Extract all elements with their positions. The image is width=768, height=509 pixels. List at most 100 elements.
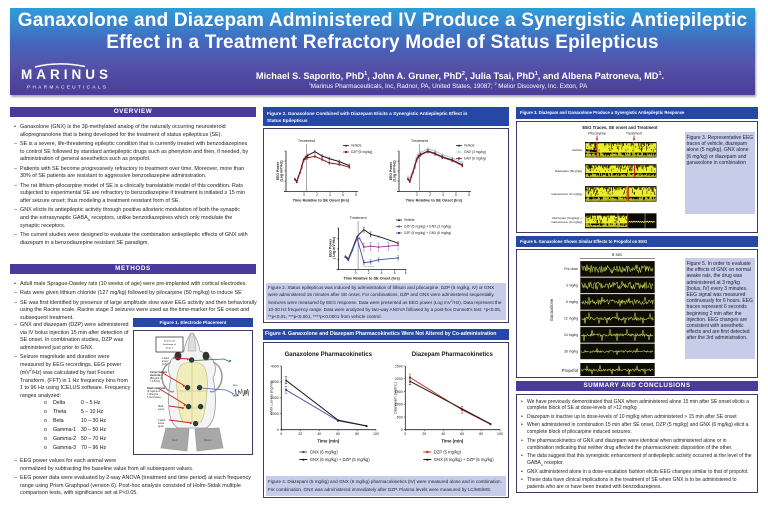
svg-text:2000: 2000 <box>395 377 403 381</box>
svg-text:Skull mount: Skull mount <box>164 340 176 343</box>
svg-text:40: 40 <box>441 432 445 436</box>
svg-text:6 sec: 6 sec <box>612 252 623 257</box>
svg-text:1000: 1000 <box>395 403 403 407</box>
svg-text:L 3.5mm): L 3.5mm) <box>150 380 160 383</box>
svg-text:36 mg/kg: 36 mg/kg <box>564 350 578 354</box>
svg-text:Time Relative to SE Onset (hrs: Time Relative to SE Onset (hrs) <box>343 277 400 281</box>
svg-text:Diazepam (5mg/kg): Diazepam (5mg/kg) <box>555 169 582 173</box>
svg-text:8: 8 <box>405 271 407 275</box>
svg-text:100: 100 <box>373 432 379 436</box>
svg-text:6: 6 <box>342 193 344 197</box>
svg-text:12 mg/kg: 12 mg/kg <box>564 317 578 321</box>
svg-text:headstage w/: headstage w/ <box>163 343 176 346</box>
svg-text:GNX (6 mg/kg) + DZP (5 mg/kg): GNX (6 mg/kg) + DZP (5 mg/kg) <box>434 457 494 462</box>
svg-text:GNX (6 mg/kg): GNX (6 mg/kg) <box>310 449 339 454</box>
svg-text:Vehicle: Vehicle <box>572 148 582 152</box>
svg-text:2 skull-: 2 skull- <box>162 357 170 360</box>
svg-text:4: 4 <box>329 193 331 197</box>
svg-text:3 mg/kg: 3 mg/kg <box>566 284 578 288</box>
svg-text:MARINUS: MARINUS <box>21 67 112 82</box>
svg-text:EEG Traces, SE onset and Treat: EEG Traces, SE onset and Treatment <box>582 125 658 130</box>
svg-text:1000: 1000 <box>271 412 279 416</box>
svg-text:5 mm below ): 5 mm below ) <box>147 396 162 399</box>
svg-text:"Scale 1": "Scale 1" <box>165 348 174 350</box>
svg-text:2: 2 <box>316 193 318 197</box>
svg-text:Cortex Surface: Cortex Surface <box>150 371 168 374</box>
svg-text:0: 0 <box>404 432 406 436</box>
svg-text:Treatment: Treatment <box>411 139 429 143</box>
svg-text:0: 0 <box>280 432 282 436</box>
svg-text:DZP (5 mg/kg) + GNX (6 mg/kg): DZP (5 mg/kg) + GNX (6 mg/kg) <box>404 231 451 235</box>
svg-text:(Log mV²/Hz): (Log mV²/Hz) <box>280 161 284 182</box>
svg-text:Diazepam (ng/mL): Diazepam (ng/mL) <box>392 381 397 414</box>
svg-text:Pre-dose: Pre-dose <box>564 267 578 271</box>
svg-text:(ref): (ref) <box>162 363 167 366</box>
svg-text:Muscle: Muscle <box>204 439 212 442</box>
svg-text:Ganaxolone Pharmacokinetics: Ganaxolone Pharmacokinetics <box>285 352 373 358</box>
svg-text:EEG: EEG <box>233 385 238 387</box>
svg-text:60: 60 <box>336 432 340 436</box>
svg-text:80: 80 <box>355 432 359 436</box>
svg-text:EEG Power: EEG Power <box>276 161 280 180</box>
svg-text:4: 4 <box>442 193 444 197</box>
svg-text:DZP (5 mg/kg): DZP (5 mg/kg) <box>351 150 372 154</box>
svg-text:GNX Levels (ng/ml): GNX Levels (ng/ml) <box>268 380 273 415</box>
svg-text:screw: screw <box>158 422 165 425</box>
svg-text:( Log mV²/Hz): ( Log mV²/Hz) <box>332 237 336 259</box>
svg-text:EEG Power: EEG Power <box>329 238 333 257</box>
svg-text:electrode 1: electrode 1 <box>150 374 163 377</box>
svg-text:40: 40 <box>317 432 321 436</box>
svg-text:Treatment: Treatment <box>350 216 368 220</box>
svg-text:(gnd): (gnd) <box>158 425 164 428</box>
svg-text:6: 6 <box>394 271 396 275</box>
svg-text:60: 60 <box>460 432 464 436</box>
svg-text:Ganaxolone (6 mg/kg): Ganaxolone (6 mg/kg) <box>551 220 582 224</box>
svg-text:GNX (6 mg/kg): GNX (6 mg/kg) <box>464 157 486 161</box>
svg-text:Treatment: Treatment <box>626 132 642 136</box>
svg-text:2 skull-: 2 skull- <box>158 419 166 422</box>
svg-text:0: 0 <box>277 428 279 432</box>
svg-text:8: 8 <box>468 193 470 197</box>
svg-text:6 mg/kg: 6 mg/kg <box>566 300 578 304</box>
svg-text:Vehicle: Vehicle <box>404 218 415 222</box>
svg-text:Diazepam (5mg/kg) +: Diazepam (5mg/kg) + <box>552 216 582 220</box>
svg-text:Diazepam Pharmacokinetics: Diazepam Pharmacokinetics <box>412 352 494 358</box>
svg-text:3000: 3000 <box>271 380 279 384</box>
svg-text:GNX (3 mg/kg): GNX (3 mg/kg) <box>464 150 486 154</box>
svg-text:(4 regions of: (4 regions of <box>147 390 161 393</box>
svg-text:*** **** **: *** **** ** <box>364 265 375 269</box>
svg-text:2: 2 <box>368 271 370 275</box>
svg-text:DZP (5 mg/kg): DZP (5 mg/kg) <box>434 449 462 454</box>
svg-text:Propofol: Propofol <box>562 368 578 373</box>
svg-text:1500: 1500 <box>395 390 403 394</box>
svg-text:Time Relative to SE Onset (hrs: Time Relative to SE Onset (hrs) <box>293 199 350 203</box>
svg-text:20: 20 <box>422 432 426 436</box>
svg-text:Vehicle: Vehicle <box>464 144 475 148</box>
svg-text:screw: screw <box>158 408 165 411</box>
svg-text:(Log mV²/Hz): (Log mV²/Hz) <box>393 161 397 182</box>
svg-text:Treatment: Treatment <box>298 139 316 143</box>
svg-text:GNX (6 mg/kg) + DZP (5 mg/kg): GNX (6 mg/kg) + DZP (5 mg/kg) <box>310 457 370 462</box>
svg-text:Ganaxolone (6 mg/kg): Ganaxolone (6 mg/kg) <box>551 192 582 196</box>
svg-text:EEG Power: EEG Power <box>389 161 393 180</box>
svg-text:24 mg/kg: 24 mg/kg <box>564 333 578 337</box>
svg-text:Time (min): Time (min) <box>441 439 464 444</box>
svg-text:500: 500 <box>397 415 403 419</box>
svg-text:2000: 2000 <box>271 396 279 400</box>
svg-text:80: 80 <box>479 432 483 436</box>
svg-text:Time Relative to SE Onset (hrs: Time Relative to SE Onset (hrs) <box>406 199 463 203</box>
svg-text:6: 6 <box>455 193 457 197</box>
svg-text:0: 0 <box>303 193 305 197</box>
svg-text:Vehicle: Vehicle <box>351 144 362 148</box>
svg-text:0: 0 <box>401 428 403 432</box>
svg-text:20: 20 <box>298 432 302 436</box>
svg-text:2500: 2500 <box>395 364 403 368</box>
svg-text:Skull: Skull <box>158 405 164 408</box>
svg-text:(Bregma -2,: (Bregma -2, <box>150 377 163 380</box>
svg-text:4000: 4000 <box>271 364 279 368</box>
svg-text:100: 100 <box>497 432 503 436</box>
svg-text:8: 8 <box>355 193 357 197</box>
svg-text:4: 4 <box>381 271 383 275</box>
svg-text:DZP (5 mg/kg) + GNX (3 mg/kg): DZP (5 mg/kg) + GNX (3 mg/kg) <box>404 225 451 229</box>
svg-text:L. Bregma: L. Bregma <box>147 393 159 396</box>
